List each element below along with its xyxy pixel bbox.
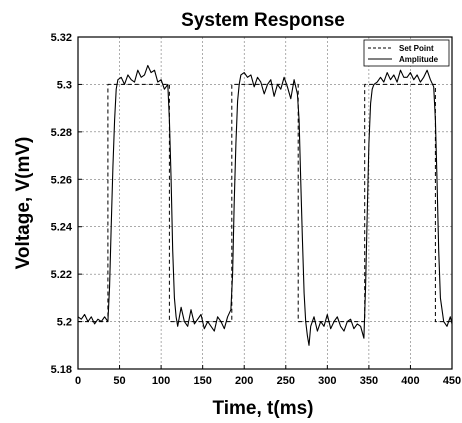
x-tick-label: 200: [235, 375, 253, 387]
series-line-set-point: [78, 83, 452, 323]
y-tick-label: 5.18: [51, 364, 72, 376]
plot-frame: [77, 36, 453, 370]
series-line-amplitude: [77, 64, 453, 346]
legend: Set Point Amplitude: [363, 39, 450, 67]
x-tick-label: 150: [193, 375, 211, 387]
series-layer: [77, 64, 453, 346]
y-tick-label: 5.24: [51, 222, 73, 234]
grid-lines: [78, 37, 452, 369]
y-tick-label: 5.26: [51, 174, 72, 186]
y-tick-label: 5.3: [57, 79, 72, 91]
x-tick-label: 50: [113, 375, 125, 387]
x-tick-label: 0: [75, 375, 81, 387]
y-axis-label: Voltage, V(mV): [13, 137, 34, 270]
chart-title: System Response: [181, 10, 345, 31]
x-tick-label: 350: [360, 375, 378, 387]
x-axis-ticks: 0 50 100 150 200 250 300 350 400 450: [75, 365, 461, 387]
x-tick-label: 400: [401, 375, 419, 387]
x-tick-label: 100: [152, 375, 170, 387]
x-tick-label: 250: [277, 375, 295, 387]
x-axis-label: Time, t(ms): [212, 398, 313, 419]
y-tick-label: 5.32: [51, 32, 72, 44]
y-tick-label: 5.28: [51, 127, 72, 139]
legend-label-amplitude: Amplitude: [399, 55, 439, 64]
legend-box: [363, 39, 450, 67]
y-tick-label: 5.22: [51, 269, 72, 281]
y-axis-ticks: 5.18 5.2 5.22 5.24 5.26 5.28 5.3 5.32: [51, 32, 82, 376]
x-tick-label: 450: [443, 375, 461, 387]
y-tick-label: 5.2: [57, 317, 72, 329]
legend-label-set-point: Set Point: [399, 44, 434, 53]
x-tick-label: 300: [318, 375, 336, 387]
